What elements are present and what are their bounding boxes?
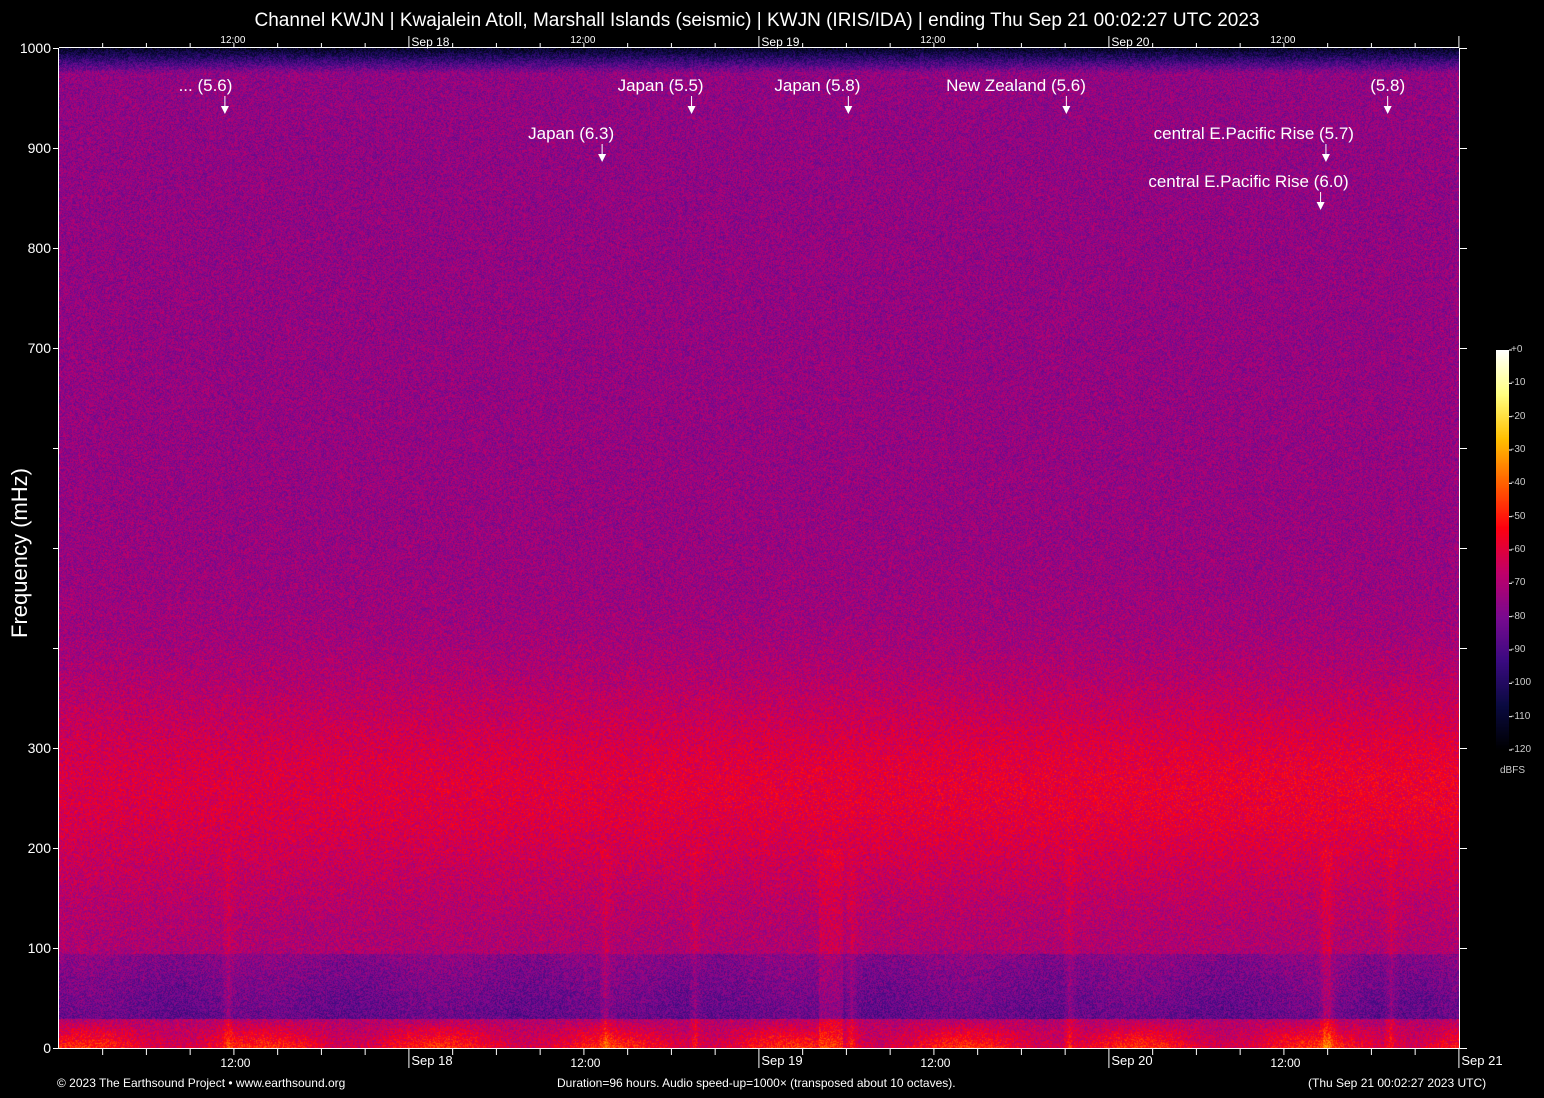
x-tick-label-bottom: 12:00 (570, 1056, 600, 1070)
y-tick-label: 100 (0, 940, 51, 956)
x-tick-label-top: 12:00 (220, 35, 245, 46)
y-tick-label: 300 (0, 740, 51, 756)
x-tick-label-bottom: 12:00 (920, 1056, 950, 1070)
x-tick-label-top: 12:00 (570, 35, 595, 46)
colorbar-tick-label: -110 (1511, 711, 1530, 722)
event-annotation: central E.Pacific Rise (6.0) (1148, 172, 1348, 192)
event-annotation: Japan (5.5) (618, 76, 704, 96)
colorbar-label: dBFS (1500, 765, 1525, 776)
footer-end-time: (Thu Sep 21 00:02:27 2023 UTC) (1308, 1076, 1486, 1090)
colorbar (1496, 350, 1509, 750)
event-annotation: central E.Pacific Rise (5.7) (1154, 124, 1354, 144)
colorbar-tick-label: -70 (1511, 577, 1525, 588)
x-tick-label-top: Sep 18 (411, 35, 449, 49)
x-tick-label-bottom: Sep 19 (761, 1053, 802, 1068)
y-tick-label: 1000 (0, 40, 51, 56)
x-tick-label-top: 12:00 (1270, 35, 1295, 46)
x-tick-label-top: Sep 20 (1111, 35, 1149, 49)
event-arrow-head (1322, 154, 1330, 162)
x-tick-label-top: 12:00 (920, 35, 945, 46)
colorbar-tick-label: -120 (1511, 744, 1531, 755)
event-arrow-head (844, 106, 852, 114)
x-tick-label-top: Sep 19 (761, 35, 799, 49)
event-annotation: New Zealand (5.6) (946, 76, 1086, 96)
colorbar-tick-label: -50 (1511, 511, 1525, 522)
colorbar-tick-label: -40 (1511, 477, 1525, 488)
colorbar-tick-label: -30 (1511, 444, 1525, 455)
event-arrow-head (1317, 202, 1325, 210)
x-tick-label-bottom: Sep 20 (1111, 1053, 1152, 1068)
colorbar-tick-label: -10 (1511, 377, 1525, 388)
y-tick-label: 800 (0, 240, 51, 256)
event-annotation: ... (5.6) (179, 76, 233, 96)
x-tick-label-bottom: 12:00 (1270, 1056, 1300, 1070)
y-tick-label: 700 (0, 340, 51, 356)
x-tick-label-bottom: 12:00 (220, 1056, 250, 1070)
event-arrow-head (688, 106, 696, 114)
x-tick-label-bottom: Sep 18 (411, 1053, 452, 1068)
event-annotation: (5.8) (1370, 76, 1405, 96)
colorbar-tick-label: +0 (1511, 344, 1522, 355)
colorbar-tick-label: -60 (1511, 544, 1525, 555)
colorbar-tick-label: -80 (1511, 611, 1525, 622)
event-arrow-head (1062, 106, 1070, 114)
y-tick-label: 200 (0, 840, 51, 856)
event-arrow-head (221, 106, 229, 114)
x-tick-label-bottom: Sep 21 (1461, 1053, 1502, 1068)
event-arrow-head (598, 154, 606, 162)
event-annotation: Japan (6.3) (528, 124, 614, 144)
event-annotation: Japan (5.8) (774, 76, 860, 96)
y-tick-label: 900 (0, 140, 51, 156)
y-tick-label: 0 (0, 1040, 51, 1056)
colorbar-tick-label: -20 (1511, 411, 1525, 422)
colorbar-tick-label: -100 (1511, 677, 1531, 688)
footer-duration: Duration=96 hours. Audio speed-up=1000× … (557, 1076, 956, 1090)
event-arrow-head (1384, 106, 1392, 114)
colorbar-tick-label: -90 (1511, 644, 1525, 655)
footer-copyright: © 2023 The Earthsound Project • www.eart… (57, 1076, 345, 1090)
